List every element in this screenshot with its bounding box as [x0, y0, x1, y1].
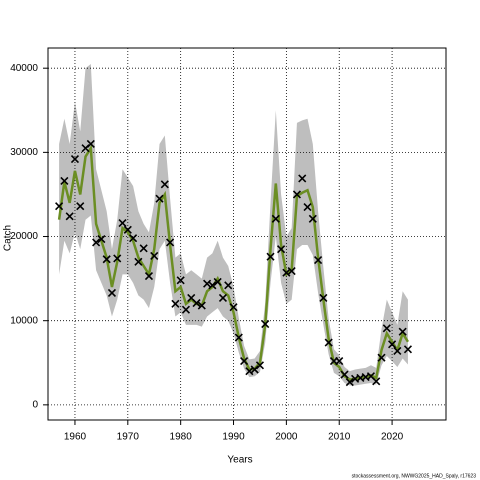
observed-marker: [176, 276, 185, 285]
observed-marker: [97, 234, 106, 244]
observed-marker: [266, 252, 275, 261]
observed-marker: [65, 212, 74, 221]
observed-marker: [123, 225, 132, 234]
observed-marker: [271, 214, 280, 223]
observed-marker: [277, 245, 286, 254]
observed-marker: [229, 303, 238, 312]
observed-marker: [55, 202, 64, 211]
observed-marker: [76, 202, 85, 211]
observed-marker: [382, 324, 391, 333]
observed-marker: [388, 340, 397, 349]
observed-marker: [335, 357, 344, 366]
observed-marker: [240, 357, 249, 366]
x-tick-label: 1960: [64, 432, 87, 443]
observed-marker: [171, 299, 180, 308]
observed-marker: [86, 139, 95, 149]
observed-marker: [234, 333, 243, 342]
y-axis-label: Catch: [3, 225, 14, 251]
observed-marker: [208, 281, 217, 290]
observed-marker: [150, 251, 159, 260]
observed-marker: [155, 194, 164, 203]
observed-marker: [144, 272, 154, 281]
observed-marker: [393, 346, 402, 356]
y-tick-label: 0: [32, 399, 38, 410]
observed-marker: [398, 327, 407, 336]
observed-marker: [213, 277, 222, 287]
observed-marker: [139, 244, 148, 253]
observed-marker: [197, 301, 206, 310]
footer: stockassessment.org, NWWG2025_HAD_Spaly,…: [352, 473, 477, 479]
x-tick-label: 1970: [117, 432, 140, 443]
observed-marker: [102, 255, 111, 264]
observed-marker: [292, 190, 302, 199]
observed-marker: [134, 257, 143, 266]
y-tick-label: 10000: [10, 315, 38, 326]
plot-frame: [47, 47, 447, 421]
observed-marker: [129, 234, 138, 243]
observed-marker: [92, 238, 101, 247]
x-tick-label: 1980: [170, 432, 193, 443]
y-tick-label: 20000: [10, 231, 38, 242]
observed-marker: [372, 377, 381, 386]
y-tick-label: 30000: [10, 147, 38, 158]
observed-marker: [218, 293, 228, 303]
y-tick-label: 40000: [10, 63, 38, 74]
observed-marker: [303, 203, 312, 212]
observed-marker: [160, 180, 169, 189]
observed-marker: [261, 319, 270, 329]
observed-marker: [345, 378, 354, 387]
x-tick-label: 2020: [381, 432, 404, 443]
x-tick-label: 1990: [222, 432, 245, 443]
observed-marker: [166, 238, 175, 247]
observed-marker: [319, 293, 328, 303]
observed-marker: [287, 266, 296, 276]
observed-marker: [314, 256, 323, 265]
observed-marker: [60, 176, 69, 186]
observed-marker: [113, 254, 122, 263]
observed-marker: [340, 370, 349, 379]
observed-marker: [403, 345, 413, 354]
observed-marker: [377, 353, 386, 362]
observed-marker: [255, 361, 265, 370]
confidence-band: [59, 63, 408, 386]
observed-marker: [298, 174, 307, 183]
observed-marker: [324, 338, 333, 347]
observed-marker: [118, 218, 127, 228]
estimate-line: [57, 144, 410, 381]
observed-marker: [107, 288, 117, 297]
observed-marker: [308, 214, 317, 223]
observed-marker: [181, 305, 191, 314]
observed-marker: [224, 281, 233, 290]
observed-marker: [192, 298, 201, 308]
x-axis-label: Years: [227, 455, 252, 466]
x-tick-label: 2000: [275, 432, 298, 443]
x-tick-label: 2010: [328, 432, 351, 443]
observed-marker: [70, 155, 80, 164]
